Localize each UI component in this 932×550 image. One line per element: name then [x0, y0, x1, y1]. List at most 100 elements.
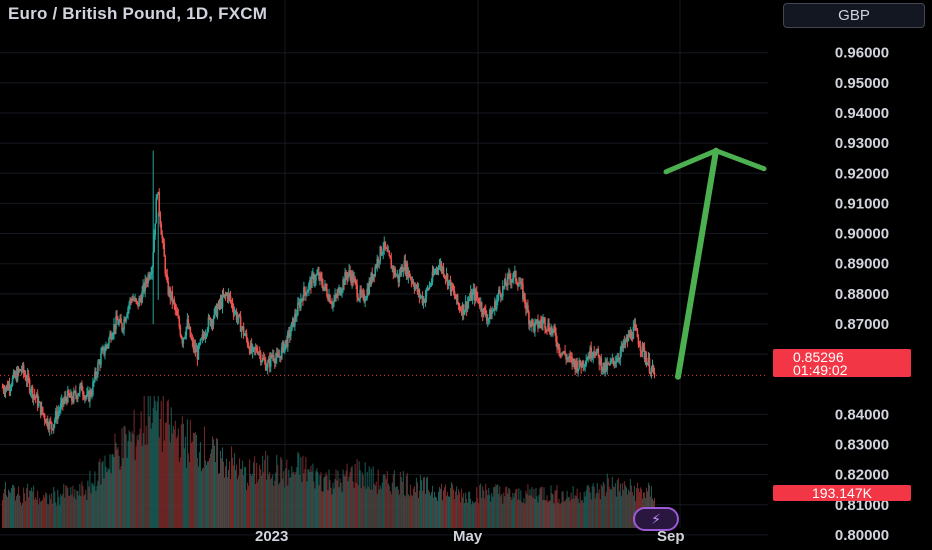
- volume-bar-368: [371, 489, 373, 528]
- volume-bar-231: [234, 453, 236, 528]
- volume-bar-386: [389, 491, 391, 528]
- candle-body-347: [350, 275, 352, 283]
- volume-bar-536: [540, 486, 542, 528]
- candle-body-583: [587, 356, 589, 360]
- candle-body-158: [160, 224, 163, 235]
- candle-body-114: [116, 316, 118, 321]
- currency-button[interactable]: GBP: [783, 3, 925, 28]
- arrow-shaft: [675, 147, 719, 380]
- candle-body-462: [465, 301, 468, 310]
- candle-body-58: [59, 403, 62, 411]
- volume-bar-474: [478, 503, 480, 528]
- candle-body-43: [44, 420, 47, 424]
- candle-body-268: [270, 354, 273, 358]
- candle-body-551: [555, 333, 557, 342]
- price-axis[interactable]: 0.96000 0.95000 0.94000 0.93000 0.92000 0.910…: [835, 45, 889, 544]
- volume-bar-484: [488, 488, 490, 528]
- volume-bar-503: [507, 493, 509, 528]
- volume-bar-487: [491, 493, 493, 528]
- volume-bar-137: [139, 428, 141, 528]
- candle-body-558: [562, 352, 564, 354]
- volume-bar-375: [378, 489, 380, 528]
- volume-bar-459: [463, 493, 465, 528]
- volume-bar-139: [141, 446, 143, 528]
- candle-body-306: [309, 279, 311, 284]
- volume-bar-462: [466, 498, 468, 528]
- volume-bar-564: [568, 496, 570, 528]
- candle-body-38: [39, 402, 42, 415]
- volume-bar-110: [112, 453, 114, 528]
- candle-body-68: [70, 392, 72, 398]
- candle-body-197: [199, 339, 202, 345]
- candle-body-507: [511, 279, 513, 283]
- volume-bar-524: [528, 495, 530, 528]
- candle-body-72: [74, 391, 76, 393]
- candle-body-258: [260, 361, 263, 363]
- candle-body-172: [174, 304, 177, 310]
- candle-body-299: [302, 298, 304, 301]
- volume-bar-526: [530, 495, 532, 528]
- candle-body-88: [90, 390, 92, 396]
- candle-body-248: [250, 343, 253, 353]
- candle-body-380: [383, 241, 386, 249]
- volume-bar-353: [356, 459, 358, 528]
- volume-bar-544: [548, 500, 550, 528]
- volume-bar-148: [150, 428, 152, 528]
- candle-body-45: [46, 418, 49, 427]
- candle-body-173: [175, 309, 178, 311]
- candle-body-455: [458, 306, 461, 310]
- projection-arrow: [663, 147, 767, 380]
- candle-body-195: [197, 344, 200, 360]
- candle-body-523: [527, 305, 529, 313]
- candle-body-318: [321, 277, 323, 285]
- candle-body-604: [608, 363, 611, 365]
- volume-bar-433: [436, 500, 438, 528]
- volume-bar-59: [61, 496, 63, 528]
- candle-body-276: [278, 355, 281, 358]
- volume-bar-432: [435, 497, 437, 528]
- candle-body-80: [82, 391, 84, 395]
- candle-body-151: [153, 234, 155, 253]
- x-tick-may: May: [453, 528, 483, 545]
- candle-body-139: [141, 291, 143, 303]
- volume-bar-365: [368, 466, 370, 528]
- candle-body-527: [531, 319, 533, 327]
- volume-bar-120: [122, 458, 124, 528]
- volume-bar-75: [77, 491, 79, 528]
- candle-body-259: [261, 358, 264, 362]
- candle-body-631: [635, 327, 638, 330]
- candle-body-418: [421, 295, 424, 304]
- candle-body-300: [303, 287, 305, 301]
- candle-body-39: [40, 406, 43, 415]
- lightning-icon[interactable]: ⚡: [633, 507, 679, 531]
- volume-bar-74: [76, 490, 78, 528]
- volume-bar-55: [57, 489, 59, 528]
- volume-bar-125: [127, 441, 129, 528]
- candle-body-245: [247, 345, 250, 348]
- candle-body-564: [568, 355, 570, 359]
- volume-bar-30: [32, 491, 34, 528]
- candle-body-366: [369, 281, 371, 286]
- volume-bar-370: [373, 483, 375, 528]
- volume-bar-285: [288, 469, 290, 528]
- candle-body-398: [401, 267, 404, 272]
- candle-body-199: [201, 334, 204, 338]
- candle-body-329: [332, 302, 334, 306]
- candle-body-272: [274, 358, 277, 364]
- volume-bar-499: [503, 492, 505, 528]
- volume-bar-20: [22, 503, 24, 528]
- volume-bar-555: [559, 504, 561, 528]
- candle-body-333: [336, 295, 338, 297]
- candle-body-133: [135, 298, 137, 301]
- volume-bar-5: [7, 497, 9, 528]
- volume-bar-443: [447, 491, 449, 528]
- candle-body-595: [599, 357, 602, 365]
- volume-bar-24: [26, 487, 28, 528]
- candle-body-11: [12, 372, 15, 378]
- candle-body-52: [53, 420, 56, 425]
- candle-body-81: [83, 394, 85, 399]
- candle-body-492: [495, 300, 498, 310]
- candle-body-556: [560, 353, 562, 356]
- volume-bar-245: [248, 485, 250, 528]
